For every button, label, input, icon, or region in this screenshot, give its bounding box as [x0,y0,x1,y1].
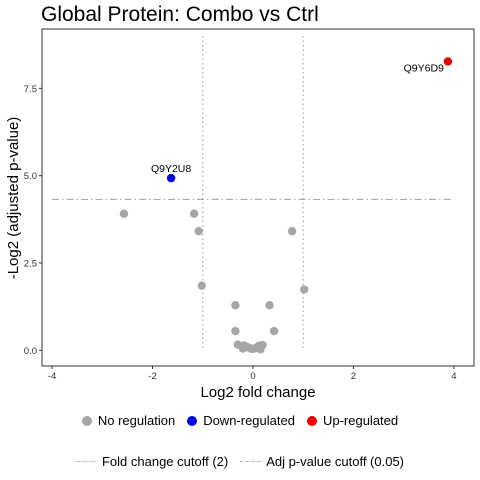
plot-panel [41,28,475,367]
data-point [300,285,309,294]
legend-label: Down-regulated [203,413,295,428]
data-point [231,326,240,336]
data-point [231,301,240,310]
legend-item-no-regulation: No regulation [81,413,176,428]
data-point [265,301,274,310]
y-tick-label: 7.5 [24,84,37,95]
legend-dot-blue [187,415,198,426]
data-point [166,173,176,183]
y-tick-label: 2.5 [24,258,37,269]
data-point [256,345,265,354]
annotation-layer: Q9Y2U8 Q9Y6D9 [151,62,444,175]
legend-item-p-value-cutoff: Adj p-value cutoff (0.05) [240,454,404,469]
legend-regulation: No regulation Down-regulated Up-regulate… [0,413,480,428]
x-tick-label: 2 [351,371,356,382]
data-point [443,57,453,66]
data-point [238,344,248,353]
data-point [287,227,297,236]
x-tick-label: -4 [48,371,56,382]
y-axis-label: -Log2 (adjusted p-value) [5,117,22,280]
y-axis: 0.0 2.5 5.0 7.5 [24,84,42,357]
data-point [269,326,279,336]
legend-dot-gray [81,415,92,426]
data-point [194,227,203,236]
x-axis: -4 -2 0 2 4 [48,366,457,382]
data-point [190,209,199,218]
legend-dot-red [306,415,317,426]
legend-label: No regulation [97,413,176,428]
x-tick-label: -2 [148,371,156,382]
y-tick-label: 0.0 [24,346,37,357]
x-tick-label: 4 [451,371,456,382]
y-tick-label: 5.0 [24,171,37,182]
legend-item-down-regulated: Down-regulated [187,413,295,428]
legend-item-up-regulated: Up-regulated [306,413,399,428]
legend-label: Fold change cutoff (2) [101,454,229,469]
legend-line-dashdot [240,461,261,462]
legend-label: Up-regulated [322,413,399,428]
cutoff-lines [52,35,454,351]
chart-title: Global Protein: Combo vs Ctrl [41,3,319,26]
data-point [119,209,129,218]
x-axis-label: Log2 fold change [200,384,315,401]
point-annotation-label: Q9Y2U8 [151,163,191,175]
point-annotation-label: Q9Y6D9 [404,62,444,74]
x-tick-label: 0 [250,371,255,382]
legend-label: Adj p-value cutoff (0.05) [266,454,405,469]
legend-line-dotted [75,461,96,462]
legend-cutoffs: Fold change cutoff (2) Adj p-value cutof… [0,454,480,469]
data-point [197,281,206,290]
legend-item-fold-change-cutoff: Fold change cutoff (2) [75,454,229,469]
points-layer [119,57,453,354]
